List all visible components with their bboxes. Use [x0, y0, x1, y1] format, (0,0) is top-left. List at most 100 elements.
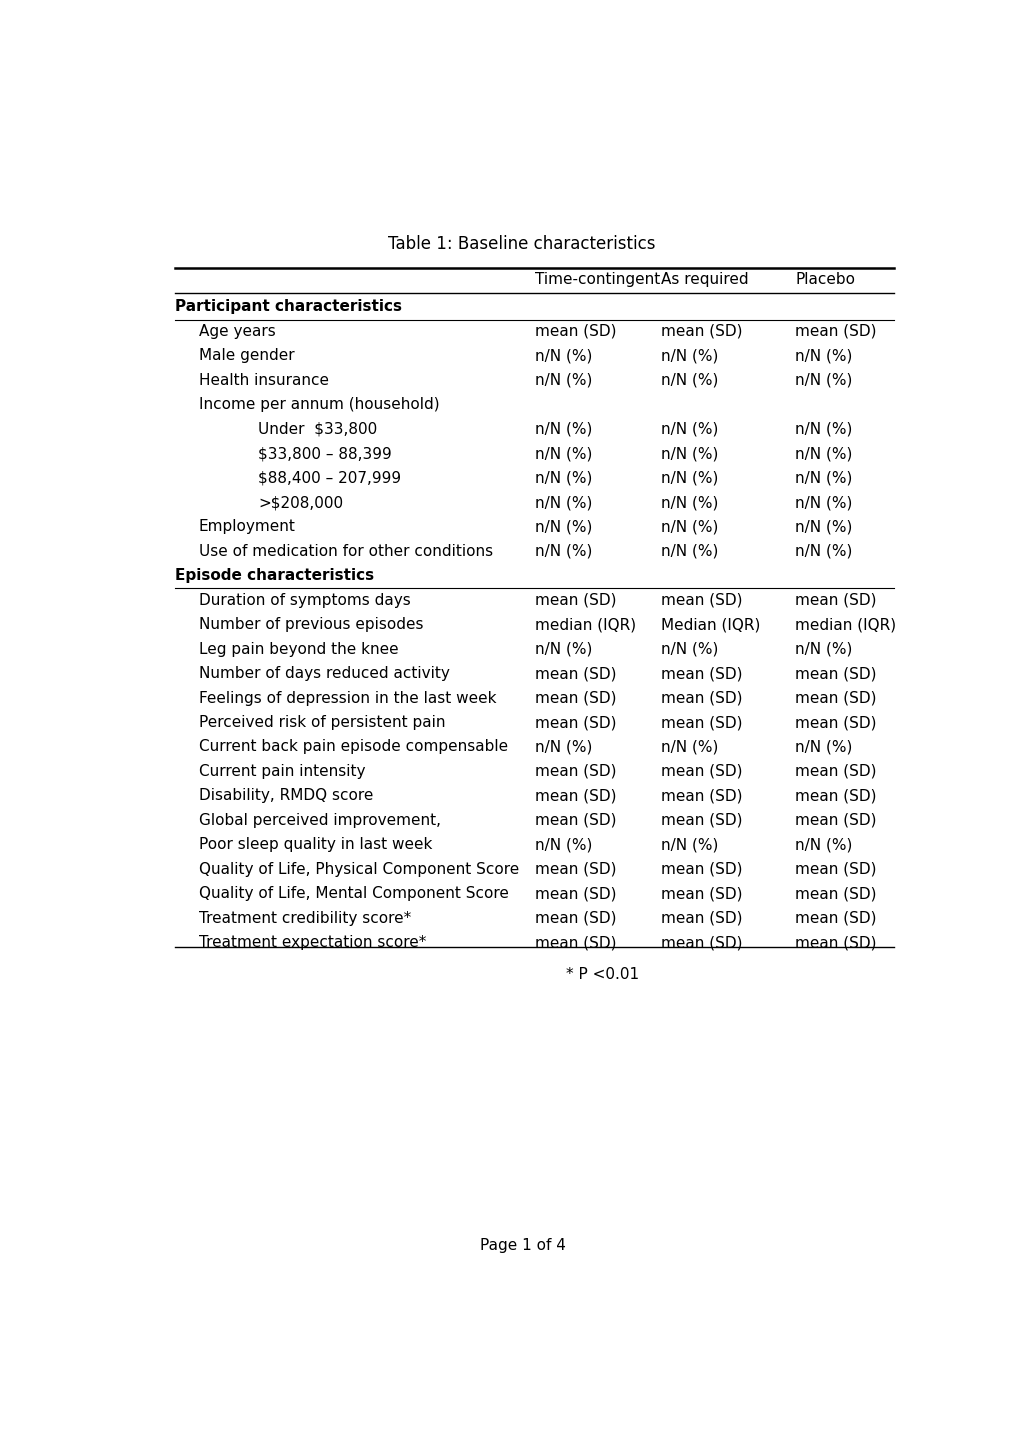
Text: n/N (%): n/N (%) [795, 837, 852, 853]
Text: mean (SD): mean (SD) [660, 716, 742, 730]
Text: n/N (%): n/N (%) [534, 837, 591, 853]
Text: Duration of symptoms days: Duration of symptoms days [199, 593, 410, 608]
Text: Employment: Employment [199, 519, 296, 534]
Text: n/N (%): n/N (%) [795, 372, 852, 388]
Text: n/N (%): n/N (%) [660, 470, 717, 486]
Text: mean (SD): mean (SD) [660, 788, 742, 804]
Text: n/N (%): n/N (%) [534, 739, 591, 755]
Text: mean (SD): mean (SD) [534, 812, 615, 828]
Text: n/N (%): n/N (%) [660, 642, 717, 657]
Text: n/N (%): n/N (%) [660, 544, 717, 558]
Text: Current back pain episode compensable: Current back pain episode compensable [199, 739, 507, 755]
Text: mean (SD): mean (SD) [795, 691, 876, 706]
Text: mean (SD): mean (SD) [660, 935, 742, 949]
Text: mean (SD): mean (SD) [660, 911, 742, 925]
Text: Median (IQR): Median (IQR) [660, 618, 760, 632]
Text: Episode characteristics: Episode characteristics [175, 569, 374, 583]
Text: mean (SD): mean (SD) [795, 323, 876, 339]
Text: mean (SD): mean (SD) [534, 667, 615, 681]
Text: n/N (%): n/N (%) [795, 544, 852, 558]
Text: n/N (%): n/N (%) [795, 421, 852, 437]
Text: $88,400 – 207,999: $88,400 – 207,999 [258, 470, 400, 486]
Text: mean (SD): mean (SD) [534, 886, 615, 902]
Text: mean (SD): mean (SD) [660, 667, 742, 681]
Text: Quality of Life, Mental Component Score: Quality of Life, Mental Component Score [199, 886, 508, 902]
Text: Current pain intensity: Current pain intensity [199, 763, 365, 779]
Text: mean (SD): mean (SD) [795, 861, 876, 877]
Text: Disability, RMDQ score: Disability, RMDQ score [199, 788, 373, 804]
Text: Leg pain beyond the knee: Leg pain beyond the knee [199, 642, 397, 657]
Text: Age years: Age years [199, 323, 275, 339]
Text: mean (SD): mean (SD) [534, 323, 615, 339]
Text: n/N (%): n/N (%) [534, 372, 591, 388]
Text: mean (SD): mean (SD) [534, 763, 615, 779]
Text: n/N (%): n/N (%) [660, 421, 717, 437]
Text: mean (SD): mean (SD) [534, 911, 615, 925]
Text: n/N (%): n/N (%) [795, 470, 852, 486]
Text: mean (SD): mean (SD) [795, 886, 876, 902]
Text: median (IQR): median (IQR) [795, 618, 896, 632]
Text: mean (SD): mean (SD) [534, 691, 615, 706]
Text: Time-contingent: Time-contingent [534, 273, 659, 287]
Text: n/N (%): n/N (%) [660, 837, 717, 853]
Text: n/N (%): n/N (%) [660, 372, 717, 388]
Text: median (IQR): median (IQR) [534, 618, 635, 632]
Text: n/N (%): n/N (%) [534, 544, 591, 558]
Text: n/N (%): n/N (%) [660, 348, 717, 364]
Text: As required: As required [660, 273, 748, 287]
Text: Use of medication for other conditions: Use of medication for other conditions [199, 544, 492, 558]
Text: mean (SD): mean (SD) [660, 886, 742, 902]
Text: Participant characteristics: Participant characteristics [175, 300, 401, 315]
Text: n/N (%): n/N (%) [534, 519, 591, 534]
Text: n/N (%): n/N (%) [795, 348, 852, 364]
Text: n/N (%): n/N (%) [660, 739, 717, 755]
Text: mean (SD): mean (SD) [660, 812, 742, 828]
Text: Male gender: Male gender [199, 348, 294, 364]
Text: Global perceived improvement,: Global perceived improvement, [199, 812, 440, 828]
Text: n/N (%): n/N (%) [660, 519, 717, 534]
Text: n/N (%): n/N (%) [534, 642, 591, 657]
Text: mean (SD): mean (SD) [795, 763, 876, 779]
Text: n/N (%): n/N (%) [534, 348, 591, 364]
Text: n/N (%): n/N (%) [534, 470, 591, 486]
Text: mean (SD): mean (SD) [795, 812, 876, 828]
Text: Placebo: Placebo [795, 273, 855, 287]
Text: Under  $33,800: Under $33,800 [258, 421, 377, 437]
Text: mean (SD): mean (SD) [660, 593, 742, 608]
Text: mean (SD): mean (SD) [534, 593, 615, 608]
Text: Feelings of depression in the last week: Feelings of depression in the last week [199, 691, 495, 706]
Text: mean (SD): mean (SD) [660, 861, 742, 877]
Text: n/N (%): n/N (%) [660, 446, 717, 462]
Text: mean (SD): mean (SD) [795, 716, 876, 730]
Text: mean (SD): mean (SD) [660, 691, 742, 706]
Text: mean (SD): mean (SD) [660, 763, 742, 779]
Text: n/N (%): n/N (%) [534, 495, 591, 509]
Text: mean (SD): mean (SD) [795, 911, 876, 925]
Text: n/N (%): n/N (%) [534, 446, 591, 462]
Text: * P <0.01: * P <0.01 [566, 967, 639, 983]
Text: >$208,000: >$208,000 [258, 495, 342, 509]
Text: mean (SD): mean (SD) [795, 935, 876, 949]
Text: mean (SD): mean (SD) [534, 861, 615, 877]
Text: n/N (%): n/N (%) [795, 519, 852, 534]
Text: Poor sleep quality in last week: Poor sleep quality in last week [199, 837, 432, 853]
Text: Page 1 of 4: Page 1 of 4 [479, 1238, 566, 1253]
Text: Number of previous episodes: Number of previous episodes [199, 618, 423, 632]
Text: n/N (%): n/N (%) [795, 446, 852, 462]
Text: mean (SD): mean (SD) [660, 323, 742, 339]
Text: n/N (%): n/N (%) [660, 495, 717, 509]
Text: mean (SD): mean (SD) [534, 935, 615, 949]
Text: $33,800 – 88,399: $33,800 – 88,399 [258, 446, 391, 462]
Text: n/N (%): n/N (%) [795, 495, 852, 509]
Text: Perceived risk of persistent pain: Perceived risk of persistent pain [199, 716, 444, 730]
Text: mean (SD): mean (SD) [795, 593, 876, 608]
Text: Treatment credibility score*: Treatment credibility score* [199, 911, 411, 925]
Text: Number of days reduced activity: Number of days reduced activity [199, 667, 449, 681]
Text: mean (SD): mean (SD) [795, 667, 876, 681]
Text: Quality of Life, Physical Component Score: Quality of Life, Physical Component Scor… [199, 861, 519, 877]
Text: mean (SD): mean (SD) [795, 788, 876, 804]
Text: Income per annum (household): Income per annum (household) [199, 397, 439, 413]
Text: n/N (%): n/N (%) [795, 739, 852, 755]
Text: Table 1: Baseline characteristics: Table 1: Baseline characteristics [388, 235, 655, 253]
Text: Health insurance: Health insurance [199, 372, 328, 388]
